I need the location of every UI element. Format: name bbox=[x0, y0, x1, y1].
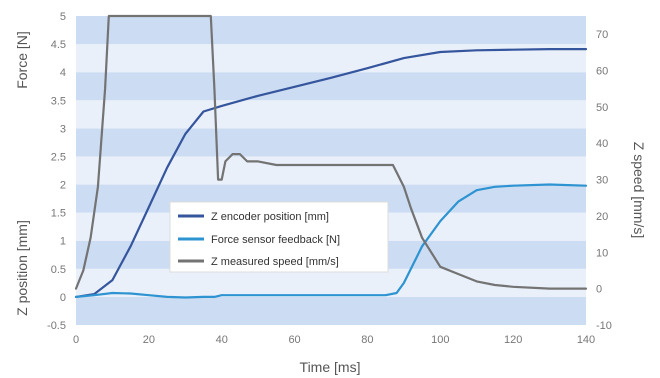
x-tick-label: 140 bbox=[577, 334, 595, 346]
x-tick-label: 0 bbox=[73, 334, 79, 346]
y-right-tick-label: 70 bbox=[596, 29, 608, 41]
y-left-tick-label: -0.5 bbox=[47, 320, 66, 332]
x-axis-title: Time [ms] bbox=[300, 359, 361, 375]
x-tick-label: 80 bbox=[361, 334, 373, 346]
legend-box bbox=[169, 201, 389, 273]
grid-band bbox=[76, 16, 586, 45]
y-left-tick-label: 5 bbox=[60, 11, 66, 23]
y-right-tick-label: 60 bbox=[596, 66, 608, 78]
grid-band bbox=[76, 156, 586, 185]
legend: Z encoder position [mm] Force sensor fee… bbox=[169, 201, 389, 273]
y-left-tick-label: 3 bbox=[60, 123, 66, 135]
y-left-tick-label: 3.5 bbox=[51, 95, 66, 107]
y-axis-title-position: Z position [mm] bbox=[14, 220, 30, 316]
x-tick-label: 100 bbox=[431, 334, 449, 346]
y-right-tick-label: 10 bbox=[596, 247, 608, 259]
y-axis-title-force: Force [N] bbox=[14, 31, 30, 89]
y-axis-title-speed: Z speed [mm/s] bbox=[631, 142, 647, 238]
y-right-tick-label: 40 bbox=[596, 138, 608, 150]
y-left-tick-label: 0 bbox=[60, 292, 66, 304]
y-right-tick-label: 0 bbox=[596, 284, 602, 296]
grid-band bbox=[76, 44, 586, 73]
y-right-tick-label: 20 bbox=[596, 211, 608, 223]
y-right-tick-label: -10 bbox=[596, 320, 612, 332]
x-tick-label: 20 bbox=[143, 334, 155, 346]
y-left-tick-label: 0.5 bbox=[51, 264, 66, 276]
x-tick-label: 60 bbox=[288, 334, 300, 346]
grid-band bbox=[76, 296, 586, 325]
legend-label-force: Force sensor feedback [N] bbox=[211, 234, 340, 246]
legend-label-speed: Z measured speed [mm/s] bbox=[211, 256, 339, 268]
series-line-force bbox=[74, 183, 588, 299]
legend-label-encoder: Z encoder position [mm] bbox=[211, 211, 329, 223]
grid-bands bbox=[76, 16, 586, 325]
tick-labels: 0 20 40 60 80 100 120 140-0.500.511.522.533.544… bbox=[47, 11, 612, 346]
y-left-tick-label: 2 bbox=[60, 180, 66, 192]
y-right-tick-label: 30 bbox=[596, 175, 608, 187]
series-line-speed bbox=[74, 14, 588, 290]
y-left-tick-label: 4.5 bbox=[51, 39, 66, 51]
grid-band bbox=[76, 72, 586, 101]
y-right-tick-label: 50 bbox=[596, 102, 608, 114]
series-line-encoder bbox=[74, 47, 588, 298]
grid-band bbox=[76, 128, 586, 157]
y-left-tick-label: 1 bbox=[60, 236, 66, 248]
y-left-tick-label: 2.5 bbox=[51, 151, 66, 163]
x-tick-label: 40 bbox=[216, 334, 228, 346]
y-left-tick-label: 1.5 bbox=[51, 208, 66, 220]
grid-band bbox=[76, 100, 586, 129]
grid-band bbox=[76, 268, 586, 297]
series-lines bbox=[74, 14, 588, 299]
x-tick-label: 120 bbox=[504, 334, 522, 346]
y-left-tick-label: 4 bbox=[60, 67, 66, 79]
